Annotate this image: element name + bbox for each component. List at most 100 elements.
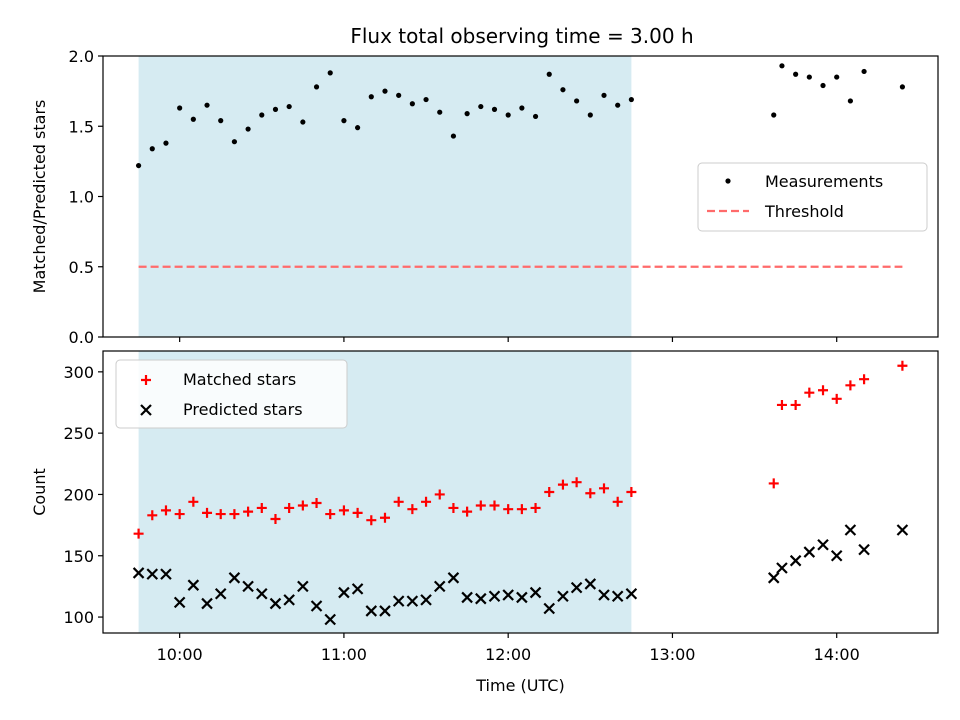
measurement-point xyxy=(245,126,251,132)
measurement-point xyxy=(190,116,196,122)
measurement-point xyxy=(601,92,607,98)
matched-star-point xyxy=(818,385,829,396)
chart-title: Flux total observing time = 3.00 h xyxy=(350,24,693,48)
legend-matched-label: Matched stars xyxy=(183,370,296,389)
predicted-star-point xyxy=(187,579,200,591)
measurement-point xyxy=(560,87,566,93)
predicted-star-point xyxy=(392,595,405,607)
measurement-point xyxy=(231,139,238,145)
y-tick-label: 0.5 xyxy=(69,258,94,277)
matched-star-point xyxy=(516,504,527,515)
legend-predicted-label: Predicted stars xyxy=(183,400,303,419)
measurement-point xyxy=(464,111,470,117)
observing-window-shade xyxy=(138,56,632,337)
measurement-point xyxy=(163,140,169,146)
matched-star-point xyxy=(768,478,779,489)
measurement-point xyxy=(382,88,388,94)
predicted-star-point xyxy=(858,543,870,556)
y-tick-label: 200 xyxy=(63,485,94,504)
legend-box xyxy=(115,359,348,429)
measurement-point xyxy=(505,112,511,118)
predicted-star-point xyxy=(611,590,624,602)
predicted-star-point xyxy=(789,554,802,567)
measurement-point xyxy=(286,103,292,110)
measurement-point xyxy=(615,102,621,108)
matched-star-point xyxy=(421,496,432,507)
y-tick-label: 1.0 xyxy=(69,188,94,207)
predicted-star-point xyxy=(830,549,843,562)
matched-star-point xyxy=(790,399,801,410)
measurement-point xyxy=(532,113,539,120)
measurement-point xyxy=(272,106,279,112)
measurement-point xyxy=(478,103,484,110)
x-tick-label: 10:00 xyxy=(157,645,203,664)
measurement-point xyxy=(861,68,867,75)
count-legend: Matched stars Predicted stars xyxy=(115,359,348,429)
y-tick-label: 150 xyxy=(63,547,94,566)
matched-star-point xyxy=(147,510,158,521)
measurement-point xyxy=(574,98,580,104)
measurement-point xyxy=(313,84,320,90)
matched-star-point xyxy=(284,502,295,513)
measurement-point xyxy=(519,105,525,111)
legend-matched-marker xyxy=(141,375,151,385)
matched-star-point xyxy=(243,506,254,517)
measurement-point xyxy=(587,112,593,118)
predicted-star-point xyxy=(256,587,268,600)
matched-star-point xyxy=(434,489,445,500)
measurement-point xyxy=(834,74,840,80)
predicted-star-point xyxy=(625,587,638,600)
legend-predicted-marker xyxy=(140,404,152,416)
y-tick-label: 2.0 xyxy=(69,47,94,66)
predicted-star-point xyxy=(365,605,378,617)
predicted-star-point xyxy=(379,605,391,617)
ratio-panel: 0.0 0.5 1.0 1.5 2.0 Matched/Predicted stars Me… xyxy=(30,47,939,347)
measurement-point xyxy=(546,71,552,77)
matched-star-point xyxy=(407,504,418,515)
measurement-point xyxy=(135,162,142,169)
measurement-point xyxy=(204,102,210,108)
predicted-star-point xyxy=(242,580,254,593)
matched-star-point xyxy=(133,528,144,539)
predicted-star-point xyxy=(283,594,295,606)
predicted-star-point xyxy=(201,597,213,610)
legend-box xyxy=(697,162,928,232)
matched-star-point xyxy=(393,496,404,507)
measurement-point xyxy=(368,94,374,100)
matched-star-point xyxy=(462,506,473,517)
measurement-point xyxy=(300,119,306,125)
matched-star-point xyxy=(160,505,171,516)
predicted-star-point xyxy=(269,597,282,610)
predicted-star-point xyxy=(214,587,227,600)
predicted-star-point xyxy=(324,613,337,626)
measurement-point xyxy=(327,70,333,76)
measurement-point xyxy=(450,133,457,139)
matched-star-point xyxy=(229,509,240,520)
predicted-star-point xyxy=(433,580,446,593)
predicted-star-point xyxy=(488,590,501,602)
measurement-point xyxy=(423,96,429,103)
predicted-star-point xyxy=(598,589,610,601)
predicted-star-point xyxy=(776,562,788,574)
count-panel: 100 150 200 250 300 10:00 11:00 12:00 13:00 14:00… xyxy=(30,350,939,695)
matched-star-point xyxy=(256,502,267,513)
measurement-point xyxy=(149,146,155,152)
matched-star-point xyxy=(352,507,363,518)
legend-measurement-label: Measurements xyxy=(765,172,883,191)
predicted-star-point xyxy=(406,595,419,607)
predicted-star-point xyxy=(146,568,159,580)
measurement-point xyxy=(806,74,812,80)
measurement-point xyxy=(847,98,853,104)
measurement-point xyxy=(491,106,498,112)
predicted-star-point xyxy=(803,546,816,558)
matched-star-point xyxy=(297,500,308,511)
measurement-point xyxy=(628,96,634,103)
legend-threshold-label: Threshold xyxy=(764,202,844,221)
matched-star-point xyxy=(897,360,908,371)
matched-star-point xyxy=(776,399,787,410)
x-tick-label: 12:00 xyxy=(485,645,531,664)
matched-star-point xyxy=(475,500,486,511)
predicted-star-point xyxy=(461,591,473,604)
y-tick-label: 300 xyxy=(63,363,94,382)
